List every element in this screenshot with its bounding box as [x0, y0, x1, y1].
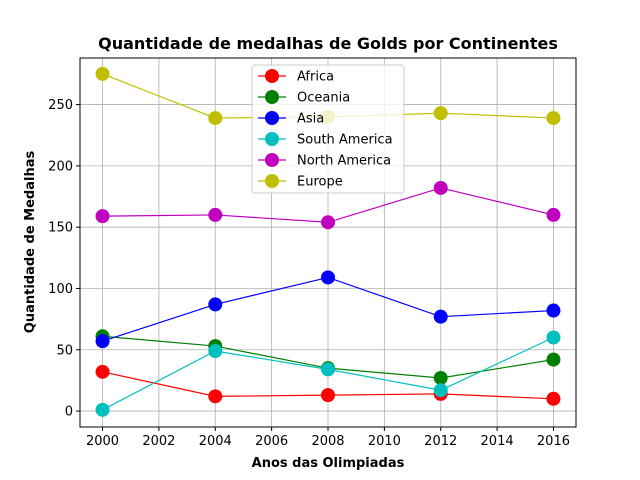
- data-point-north-america: [546, 207, 561, 222]
- data-point-africa: [208, 389, 223, 404]
- y-tick-label: 50: [56, 343, 73, 358]
- data-point-south-america: [321, 362, 335, 377]
- data-point-asia: [321, 270, 335, 285]
- data-point-north-america: [321, 215, 335, 230]
- data-point-south-america: [208, 343, 223, 358]
- legend-label-asia: Asia: [297, 112, 324, 127]
- series-south-america: [95, 330, 561, 417]
- data-point-europe: [95, 66, 110, 81]
- legend-marker-oceania: [265, 90, 279, 104]
- data-point-south-america: [546, 330, 561, 345]
- data-point-asia: [433, 309, 448, 324]
- x-tick-label: 2000: [86, 434, 119, 449]
- chart-title: Quantidade de medalhas de Golds por Cont…: [98, 34, 558, 53]
- x-tick-label: 2002: [142, 434, 175, 449]
- x-tick-label: 2008: [311, 434, 344, 449]
- data-point-south-america: [433, 383, 448, 398]
- data-point-africa: [546, 391, 561, 406]
- data-point-south-america: [95, 402, 110, 417]
- data-point-asia: [95, 334, 110, 349]
- legend: Africa Oceania Asia South America North Amer…: [251, 64, 405, 194]
- x-tick-label: 2010: [368, 434, 401, 449]
- x-tick-label: 2012: [424, 434, 457, 449]
- data-point-oceania: [546, 352, 561, 367]
- legend-label-africa: Africa: [297, 70, 334, 85]
- data-point-north-america: [95, 209, 110, 224]
- data-point-asia: [208, 297, 223, 312]
- x-axis-title: Anos das Olimpiadas: [252, 456, 405, 471]
- x-tick-label: 2014: [481, 434, 514, 449]
- data-point-north-america: [208, 207, 223, 222]
- tick-layer: 2000 2002 2004 2006 2008 2010 2012 2014 2016 0 50 1…: [48, 98, 570, 449]
- data-point-europe: [546, 111, 561, 126]
- legend-marker-asia: [265, 111, 279, 125]
- legend-label-oceania: Oceania: [297, 91, 350, 106]
- legend-label-north-america: North America: [297, 154, 391, 169]
- data-point-europe: [208, 111, 223, 126]
- legend-label-europe: Europe: [297, 175, 343, 190]
- data-point-europe: [433, 106, 448, 121]
- legend-label-south-america: South America: [297, 133, 393, 148]
- y-tick-label: 250: [48, 98, 73, 113]
- series-layer: [95, 66, 561, 417]
- x-tick-label: 2004: [199, 434, 232, 449]
- legend-box: [251, 64, 405, 194]
- y-tick-label: 100: [48, 282, 73, 297]
- series-europe: [95, 66, 561, 126]
- series-asia: [95, 270, 561, 349]
- data-point-oceania: [433, 370, 448, 385]
- legend-marker-south-america: [265, 132, 279, 146]
- legend-marker-africa: [265, 69, 279, 83]
- data-point-africa: [321, 388, 335, 403]
- data-point-asia: [546, 303, 561, 318]
- x-tick-label: 2016: [537, 434, 570, 449]
- y-tick-label: 0: [65, 405, 73, 420]
- data-point-north-america: [433, 180, 448, 195]
- data-point-africa: [95, 364, 110, 379]
- legend-marker-north-america: [265, 153, 279, 167]
- y-axis-title: Quantidade de Medalhas: [23, 151, 38, 334]
- y-tick-label: 200: [48, 159, 73, 174]
- series-north-america: [95, 180, 561, 230]
- legend-marker-europe: [265, 174, 279, 188]
- x-tick-label: 2006: [255, 434, 288, 449]
- y-tick-label: 150: [48, 221, 73, 236]
